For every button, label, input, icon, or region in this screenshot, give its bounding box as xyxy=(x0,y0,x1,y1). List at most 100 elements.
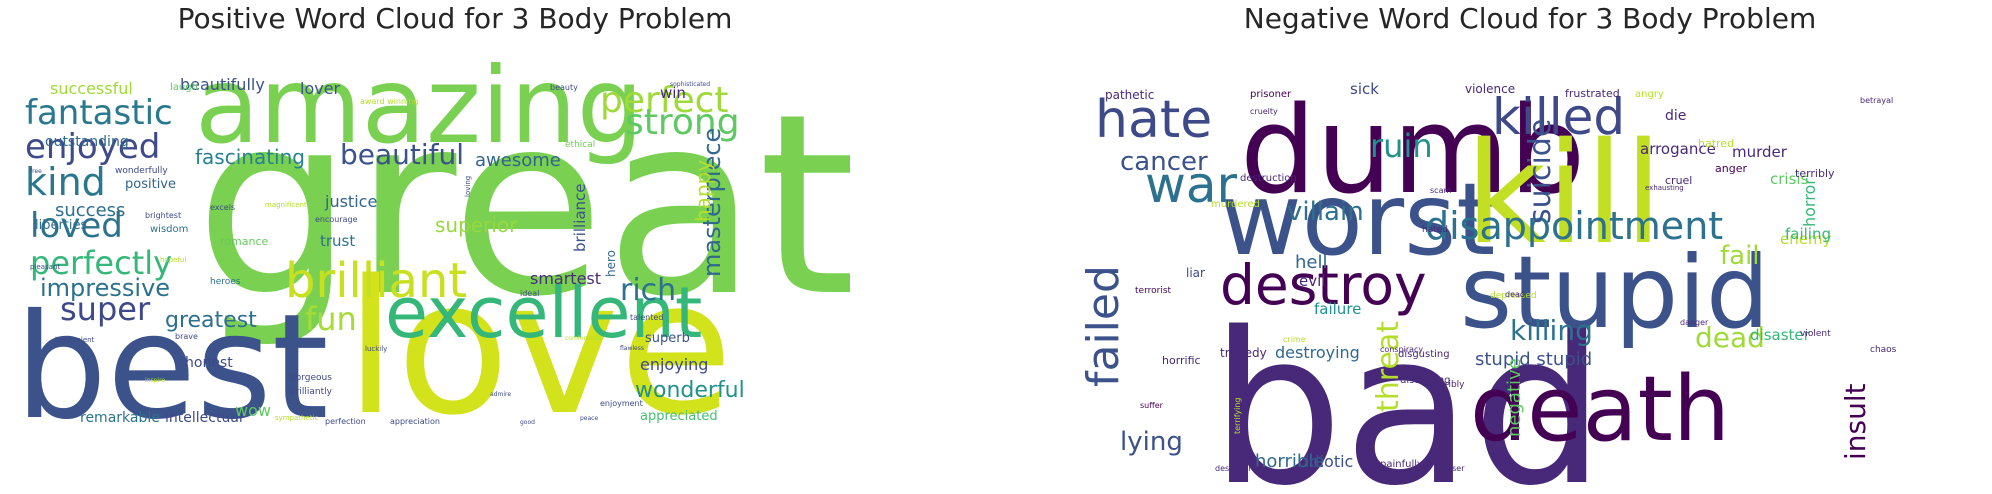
positive-word: hero xyxy=(604,250,618,277)
negative-word: hated xyxy=(1422,225,1448,235)
positive-word: wonderfully xyxy=(115,166,168,176)
positive-word: ethical xyxy=(565,140,595,150)
positive-word: liberties xyxy=(35,218,88,233)
negative-word: frustrated xyxy=(1565,87,1620,100)
negative-word: destroying xyxy=(1275,343,1360,362)
negative-word: lying xyxy=(1120,427,1183,457)
positive-word: intellectual xyxy=(165,410,243,426)
positive-word: luckily xyxy=(365,345,387,353)
negative-word: bad xyxy=(1210,287,1605,490)
positive-word: great xyxy=(195,60,856,351)
negative-title: Negative Word Cloud for 3 Body Problem xyxy=(1243,2,1817,35)
positive-word: talented xyxy=(630,313,663,322)
positive-word: positive xyxy=(125,177,176,192)
positive-word: amazing xyxy=(195,45,643,167)
negative-word: exhausting xyxy=(1645,184,1684,192)
negative-word: failed xyxy=(1080,265,1129,387)
negative-word: dumb xyxy=(1240,82,1585,221)
positive-word: comfortable xyxy=(565,335,602,342)
positive-word: hopeful xyxy=(160,256,186,264)
negative-word: disturbing xyxy=(1400,375,1451,386)
positive-word: remarkable xyxy=(80,410,160,426)
negative-word: dead xyxy=(1505,290,1525,299)
positive-word: brave xyxy=(175,332,198,341)
negative-word: failure xyxy=(1314,300,1361,318)
negative-word: hatred xyxy=(1698,137,1734,150)
negative-word: terrifying xyxy=(1233,398,1242,435)
positive-word: honest xyxy=(185,355,233,371)
positive-word: beautifully xyxy=(180,75,265,94)
positive-word: justice xyxy=(324,192,377,211)
negative-word: kill xyxy=(1465,113,1663,276)
negative-word: stupid stupid xyxy=(1475,349,1592,370)
negative-word: hate xyxy=(1095,90,1212,150)
negative-word: destroy xyxy=(1220,253,1427,317)
positive-word: success xyxy=(55,200,125,221)
positive-word: heroes xyxy=(210,277,241,287)
positive-word: brightest xyxy=(145,211,181,220)
positive-word: appreciation xyxy=(390,417,440,426)
positive-word: awesome xyxy=(475,150,561,171)
negative-word: terrorist xyxy=(1135,286,1172,296)
negative-word: horrific xyxy=(1162,354,1201,367)
positive-word: good xyxy=(520,419,535,426)
negative-word: threat xyxy=(1371,321,1406,412)
negative-word: destructive xyxy=(1215,464,1260,473)
negative-word: hell xyxy=(1295,252,1327,273)
positive-word: superb xyxy=(645,331,690,346)
negative-word: liar xyxy=(1186,266,1205,280)
negative-word: failing xyxy=(1785,225,1831,243)
positive-word: superior xyxy=(435,213,518,237)
negative-word: conspiracy xyxy=(1380,345,1423,354)
negative-word: horrible xyxy=(1255,451,1324,472)
positive-title: Positive Word Cloud for 3 Body Problem xyxy=(177,2,733,35)
negative-word: violence xyxy=(1465,82,1515,96)
positive-word: win xyxy=(660,84,686,102)
negative-word: horribly xyxy=(1430,380,1465,390)
negative-word: worst xyxy=(1220,161,1495,278)
positive-word: masterpiece xyxy=(698,128,726,277)
negative-word: violent xyxy=(1800,329,1831,339)
negative-word: scam xyxy=(1430,186,1451,195)
negative-word: prisoner xyxy=(1250,89,1292,100)
negative-word: murdered xyxy=(1211,199,1260,210)
negative-word: negative xyxy=(1504,358,1525,437)
positive-word: kind xyxy=(25,160,106,204)
positive-word: fantastic xyxy=(25,93,173,133)
positive-word: impressive xyxy=(40,274,170,302)
positive-word: excels xyxy=(210,203,235,212)
positive-word: pleasant xyxy=(30,263,60,271)
negative-word: war xyxy=(1145,156,1238,214)
negative-word: loser xyxy=(1445,464,1465,473)
negative-word: horror xyxy=(1800,178,1819,227)
positive-word: successful xyxy=(50,79,133,98)
positive-word: flawless xyxy=(620,345,644,352)
negative-word: suffer xyxy=(1140,401,1164,410)
positive-word: strong xyxy=(625,102,740,143)
positive-word: perfectly xyxy=(30,244,172,282)
positive-word: super xyxy=(60,290,151,328)
positive-word: award winning xyxy=(360,97,418,106)
negative-word: disaster xyxy=(1750,326,1811,344)
positive-word: laugh xyxy=(170,82,198,93)
negative-word: cruelty xyxy=(1250,107,1278,116)
negative-word: arrogance xyxy=(1640,140,1716,158)
positive-word: free xyxy=(30,168,42,175)
positive-word: magnificent xyxy=(265,201,307,209)
positive-word: lover xyxy=(300,79,341,98)
negative-word: crisis xyxy=(1770,170,1809,188)
negative-panel: Negative Word Cloud for 3 Body Problem b… xyxy=(1080,0,1980,494)
negative-word: stupid xyxy=(1460,234,1769,351)
positive-word: fun xyxy=(305,300,357,338)
positive-word: smartest xyxy=(530,269,601,288)
negative-word: sick xyxy=(1350,80,1379,98)
positive-word: enjoyed xyxy=(25,127,160,167)
negative-word: die xyxy=(1665,108,1686,124)
positive-word: brilliant xyxy=(285,253,467,309)
negative-word: painfully xyxy=(1380,459,1423,470)
positive-word: trust xyxy=(320,232,355,250)
positive-word: beautiful xyxy=(340,138,464,171)
negative-word: killing xyxy=(1510,314,1593,347)
